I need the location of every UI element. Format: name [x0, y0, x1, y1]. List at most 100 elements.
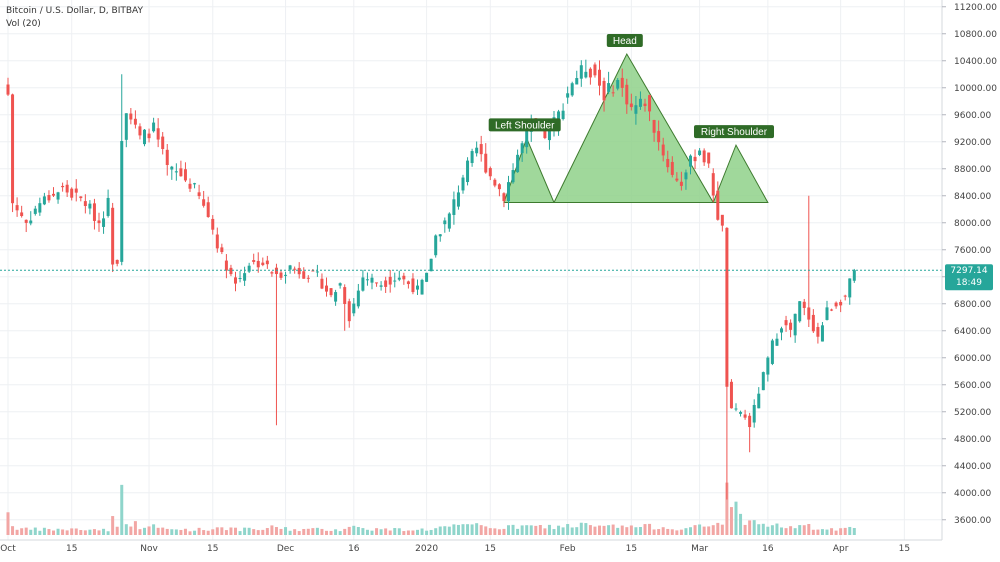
volume-bar [534, 525, 538, 535]
volume-bar [511, 524, 515, 535]
volume-bar [848, 526, 852, 535]
volume-bar [684, 528, 688, 535]
volume-bar [252, 529, 256, 535]
candle-body [447, 213, 451, 229]
candle-body [170, 166, 174, 170]
volume-bar [516, 528, 520, 535]
candle-body [347, 301, 351, 322]
volume-bar [188, 531, 192, 535]
left-shoulder-area[interactable] [503, 136, 555, 203]
volume-bar [288, 530, 292, 535]
candle-body [197, 192, 201, 197]
right-shoulder-area[interactable] [712, 143, 769, 203]
candle-body [752, 404, 756, 423]
volume-bar [438, 526, 442, 535]
y-tick-label: 4400.00 [954, 462, 991, 472]
y-tick-label: 3600.00 [954, 516, 991, 526]
volume-bar [329, 530, 333, 535]
volume-bar [825, 529, 829, 535]
candle-body [379, 285, 383, 287]
volume-bar [52, 530, 55, 535]
candle-body [584, 71, 588, 78]
time-axis[interactable]: Oct 15 Nov 15 Dec 16 2020 15 Feb 15 Mar 16 Apr 15 [0, 544, 910, 554]
x-tick-label: Feb [560, 544, 576, 554]
candle-body [698, 150, 702, 155]
candle-body [238, 278, 242, 280]
volume-bar [816, 529, 820, 535]
volume-bar [365, 529, 369, 535]
volume-bar [584, 523, 588, 535]
volume-bar [261, 529, 265, 535]
candle-body [770, 340, 774, 364]
candle-body [384, 280, 388, 287]
candle-body [206, 202, 210, 217]
volume-bar [361, 528, 365, 535]
volume-bars [6, 482, 856, 535]
candle-body [652, 119, 656, 133]
volume-bar [784, 528, 788, 535]
volume-bar [452, 524, 456, 535]
volume-bar [802, 525, 806, 535]
candle-body [270, 272, 274, 274]
y-tick-label: 5200.00 [954, 408, 991, 418]
volume-bar [334, 529, 338, 535]
volume-bar [552, 529, 556, 535]
right-shoulder-label-box[interactable] [694, 125, 774, 139]
volume-bar [320, 528, 324, 535]
volume-bar [443, 526, 447, 535]
candle-body [252, 260, 256, 262]
candle-body [634, 105, 638, 114]
head-label-box[interactable] [606, 34, 643, 47]
candle-body [629, 103, 633, 108]
volume-bar [620, 525, 624, 535]
volume-bar [520, 525, 524, 535]
x-tick-label: Nov [140, 544, 158, 554]
x-tick-label: 15 [207, 544, 218, 554]
candle-body [593, 64, 597, 76]
y-tick-label: 4000.00 [954, 489, 991, 499]
candle-body [265, 260, 269, 265]
volume-bar [739, 513, 743, 535]
candle-body [133, 118, 137, 125]
symbol-title[interactable]: Bitcoin / U.S. Dollar, D, BITBAY [6, 6, 143, 16]
candle-body [29, 220, 33, 224]
candle-body [356, 290, 360, 307]
volume-bar [338, 531, 342, 535]
candle-body [661, 144, 665, 156]
x-tick-label: Mar [691, 544, 708, 554]
volume-bar [493, 528, 497, 535]
volume-bar [56, 528, 60, 535]
volume-bar [11, 526, 15, 535]
volume-indicator-label[interactable]: Vol (20) [6, 19, 41, 29]
price-axis[interactable]: 3600.00 4000.00 4400.00 4800.00 5200.00 5600.… [942, 3, 997, 526]
volume-bar [588, 525, 592, 535]
volume-bar [497, 529, 501, 535]
candle-body [775, 338, 779, 346]
volume-bar [820, 529, 824, 535]
candle-body [443, 220, 447, 225]
candle-body [461, 177, 465, 191]
candle-body [334, 292, 338, 302]
x-tick-label: 15 [626, 544, 637, 554]
volume-bar [197, 527, 201, 535]
candle-body [470, 151, 474, 164]
candle-body [689, 155, 692, 167]
volume-bar [270, 525, 274, 535]
candle-body [220, 247, 224, 253]
candle-body [789, 322, 793, 330]
candle-body [802, 301, 806, 308]
volume-bar [456, 524, 460, 535]
volume-bar [370, 530, 374, 535]
volume-bar [852, 528, 856, 535]
volume-bar [42, 527, 46, 535]
candle-body [52, 193, 55, 196]
left-shoulder-label-box[interactable] [488, 118, 561, 132]
volume-bar [61, 529, 65, 535]
candle-body [302, 271, 306, 279]
volume-bar [202, 530, 206, 535]
candle-body [97, 220, 101, 224]
candle-body [47, 195, 51, 201]
candle-body [152, 122, 156, 132]
candle-body [338, 283, 342, 286]
